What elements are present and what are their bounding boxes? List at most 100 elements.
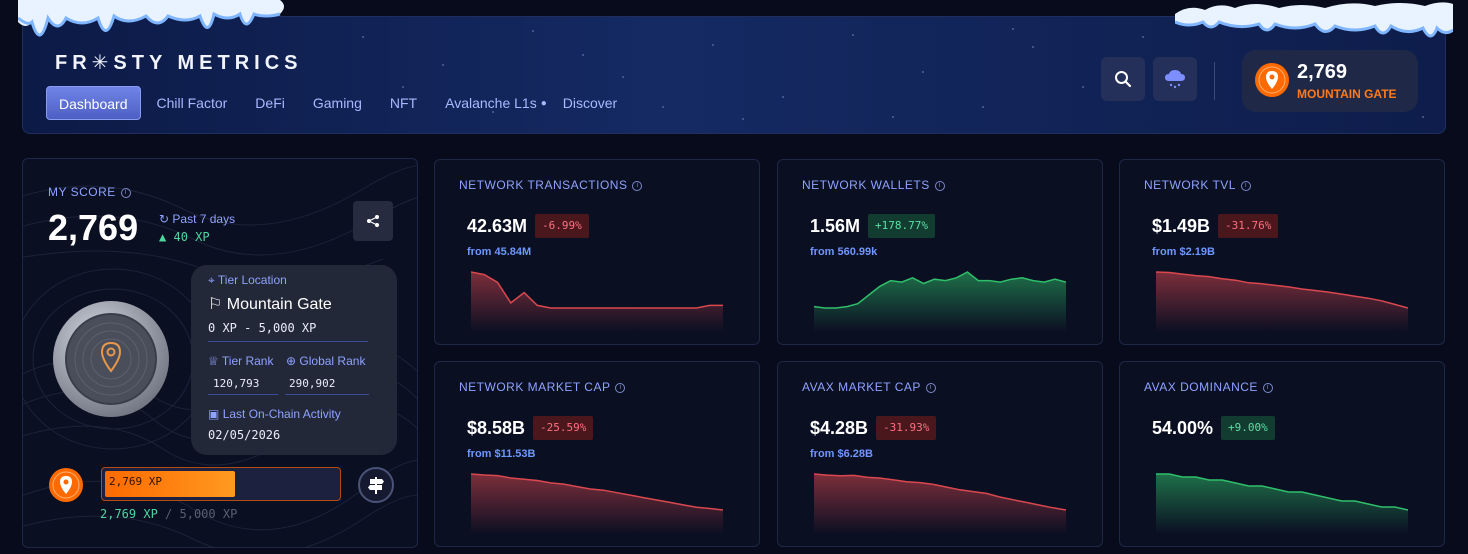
metric-card-network-wallets[interactable]: NETWORK WALLETS i 1.56M +178.77% from 560.99… <box>777 159 1103 345</box>
metric-change-badge: +9.00% <box>1221 416 1275 440</box>
nav-dropdown-dot-icon: ● <box>540 97 547 109</box>
divider <box>285 394 369 395</box>
metric-previous-value: from 560.99k <box>810 246 878 258</box>
metric-title: NETWORK TRANSACTIONS i <box>459 178 643 192</box>
metric-sparkline <box>814 271 1066 332</box>
tier-rank-value: 120,793 <box>213 377 260 390</box>
global-rank-value: 290,902 <box>289 377 336 390</box>
metric-previous-value: from $11.53B <box>467 448 536 460</box>
info-icon[interactable]: i <box>1262 382 1273 393</box>
nav-defi[interactable]: DeFi <box>255 95 285 111</box>
nav-avalanche-l1s[interactable]: Avalanche L1s <box>445 95 537 111</box>
tier-medal-icon <box>53 301 169 417</box>
metric-value: $4.28B <box>810 418 869 438</box>
sparkline-area <box>814 474 1066 534</box>
share-button[interactable] <box>353 201 393 241</box>
tier-name: ⚐ Mountain Gate <box>208 296 332 313</box>
last-activity-label: ▣ Last On-Chain Activity <box>208 407 341 421</box>
location-icon: ⌖ <box>208 273 215 287</box>
metric-previous-value: from $6.28B <box>810 448 873 460</box>
signpost-icon <box>368 477 384 494</box>
metric-sparkline <box>1156 473 1408 534</box>
metric-value: $8.58B <box>467 418 526 438</box>
metric-value: 42.63M <box>467 216 528 236</box>
header-score-tier: MOUNTAIN GATE <box>1297 87 1397 101</box>
my-score-card: MY SCORE i 2,769 ↻ Past 7 days ▲ 40 XP ⌖ … <box>22 158 418 548</box>
xp-total: 2,769 XP / 5,000 XP <box>100 507 238 521</box>
location-pin-icon <box>49 468 83 502</box>
global-rank-label: ⊕ Global Rank <box>286 354 366 368</box>
score-gain: ▲ 40 XP <box>159 230 210 244</box>
snow-cloud-icon <box>1165 70 1185 89</box>
next-tier-button[interactable] <box>358 467 394 503</box>
info-icon[interactable]: i <box>632 180 643 191</box>
my-score-label: MY SCORE i <box>48 185 131 199</box>
top-header <box>22 16 1446 134</box>
sparkline-line <box>1156 473 1408 511</box>
metric-value: 1.56M <box>810 216 861 236</box>
info-icon[interactable]: i <box>615 382 626 393</box>
search-button[interactable] <box>1101 57 1145 101</box>
nav-chill-factor[interactable]: Chill Factor <box>156 95 228 111</box>
metric-card-network-transactions[interactable]: NETWORK TRANSACTIONS i 42.63M -6.99% from 45… <box>434 159 760 345</box>
metric-title: AVAX MARKET CAP i <box>802 380 936 394</box>
metric-change-badge: -25.59% <box>533 416 594 440</box>
info-icon[interactable]: i <box>1240 180 1251 191</box>
info-icon[interactable]: i <box>934 180 945 191</box>
nav-gaming[interactable]: Gaming <box>312 95 362 111</box>
metric-sparkline <box>471 271 723 332</box>
calendar-icon: ▣ <box>208 407 220 421</box>
metric-card-avax-market-cap[interactable]: AVAX MARKET CAP i $4.28B -31.93% from $6.28B <box>777 361 1103 547</box>
xp-progress-label: 2,769 XP <box>109 475 162 488</box>
metric-title: AVAX DOMINANCE i <box>1144 380 1273 394</box>
metric-sparkline <box>471 473 723 534</box>
divider <box>208 394 278 395</box>
brand-logo[interactable]: FR✳STY METRICS <box>55 52 303 74</box>
metric-sparkline <box>1156 271 1408 332</box>
share-icon <box>367 215 379 227</box>
sparkline-line <box>814 473 1066 511</box>
history-icon: ↻ <box>159 212 170 226</box>
starfield-background <box>362 28 1424 120</box>
metric-change-badge: -31.93% <box>876 416 937 440</box>
metric-previous-value: from 45.84M <box>467 246 532 258</box>
tier-range: 0 XP - 5,000 XP <box>208 321 317 335</box>
sparkline-area <box>1156 474 1408 534</box>
info-icon[interactable]: i <box>120 187 131 198</box>
metric-previous-value: from $2.19B <box>1152 246 1215 258</box>
weather-button[interactable] <box>1153 57 1197 101</box>
sparkline-area <box>814 272 1066 332</box>
sparkline-line <box>471 473 723 511</box>
metric-card-network-tvl[interactable]: NETWORK TVL i $1.49B -31.76% from $2.19B <box>1119 159 1445 345</box>
metric-change-badge: -6.99% <box>535 214 589 238</box>
nav-discover[interactable]: Discover <box>562 95 618 111</box>
snow-cap-right <box>1175 2 1453 38</box>
search-icon <box>1115 71 1132 88</box>
sparkline-area <box>1156 272 1408 332</box>
tier-details-panel <box>191 265 397 455</box>
location-pin-icon <box>1255 63 1289 97</box>
nav-nft[interactable]: NFT <box>389 95 418 111</box>
metric-sparkline <box>814 473 1066 534</box>
tier-location-label: ⌖ Tier Location <box>208 273 287 287</box>
sparkline-area <box>471 474 723 534</box>
metric-value: $1.49B <box>1152 216 1211 236</box>
info-icon[interactable]: i <box>925 382 936 393</box>
metric-change-badge: +178.77% <box>868 214 935 238</box>
score-period[interactable]: ↻ Past 7 days <box>159 212 236 226</box>
xp-progress-fill <box>105 471 235 497</box>
nav-dashboard[interactable]: Dashboard <box>46 86 141 120</box>
up-arrow-icon: ▲ <box>159 230 167 244</box>
last-activity-value: 02/05/2026 <box>208 428 281 442</box>
sparkline-line <box>471 271 723 309</box>
metric-title: NETWORK WALLETS i <box>802 178 945 192</box>
metric-card-network-market-cap[interactable]: NETWORK MARKET CAP i $8.58B -25.59% from $11… <box>434 361 760 547</box>
my-score-value: 2,769 <box>48 207 139 248</box>
snow-cap-left <box>18 0 284 37</box>
trophy-icon: ♕ <box>208 354 219 368</box>
xp-progress-bar: 2,769 XP <box>101 467 341 501</box>
flag-icon: ⚐ <box>208 296 223 313</box>
sparkline-line <box>814 271 1066 309</box>
main-nav: Dashboard Chill Factor DeFi Gaming NFT A… <box>46 86 633 120</box>
metric-card-avax-dominance[interactable]: AVAX DOMINANCE i 54.00% +9.00% <box>1119 361 1445 547</box>
